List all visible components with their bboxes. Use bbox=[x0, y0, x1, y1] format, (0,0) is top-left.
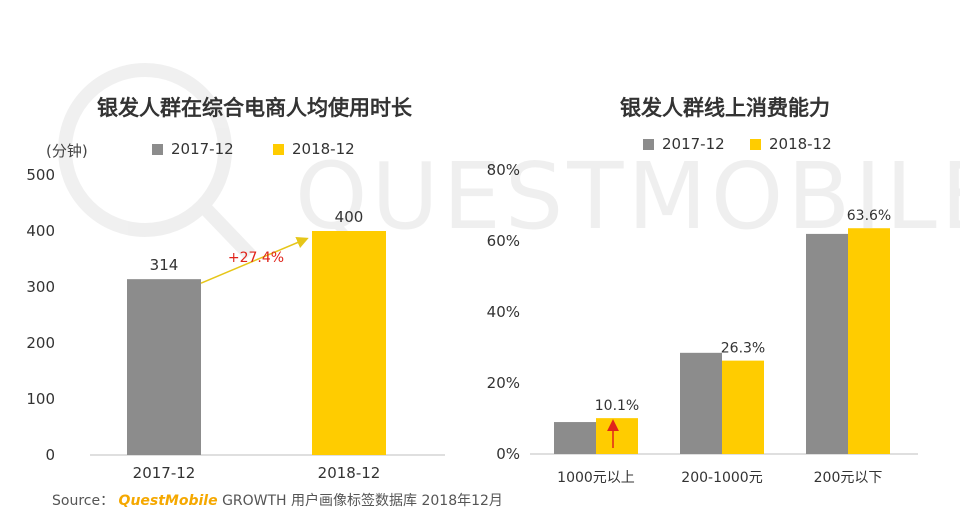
x-tick-label: 200-1000元 bbox=[681, 470, 762, 486]
right-legend-2018: 2018-12 bbox=[750, 135, 832, 153]
source-text: GROWTH 用户画像标签数据库 2018年12月 bbox=[222, 493, 503, 509]
x-tick-label: 1000元以上 bbox=[557, 470, 635, 486]
x-tick-label: 2017-12 bbox=[133, 464, 196, 482]
left-legend-2018: 2018-12 bbox=[273, 140, 355, 158]
y-tick-label: 100 bbox=[26, 390, 55, 408]
data-label: 314 bbox=[150, 256, 179, 274]
bar bbox=[312, 231, 386, 455]
legend-swatch bbox=[152, 143, 163, 155]
legend-label: 2018-12 bbox=[769, 135, 832, 153]
left-chart: 0 100 200 300 400 500 314 2017-12 400 2018-12 +27.… bbox=[26, 166, 445, 482]
source-note: Source： QuestMobile GROWTH 用户画像标签数据库 201… bbox=[52, 490, 503, 510]
left-legend-2017: 2017-12 bbox=[152, 140, 234, 158]
y-tick-label: 200 bbox=[26, 334, 55, 352]
left-y-unit: (分钟) bbox=[46, 142, 88, 160]
bar bbox=[596, 418, 638, 454]
legend-swatch bbox=[750, 138, 761, 150]
y-tick-label: 0 bbox=[45, 446, 55, 464]
left-chart-title: 银发人群在综合电商人均使用时长 bbox=[97, 96, 412, 120]
data-label: 400 bbox=[335, 208, 364, 226]
x-tick-label: 2018-12 bbox=[318, 464, 381, 482]
x-tick-label: 200元以下 bbox=[814, 470, 883, 486]
y-tick-label: 300 bbox=[26, 278, 55, 296]
bar bbox=[127, 279, 201, 455]
y-tick-label: 60% bbox=[487, 232, 520, 250]
legend-swatch bbox=[273, 143, 284, 155]
bar bbox=[680, 352, 722, 454]
right-legend-2017: 2017-12 bbox=[643, 135, 725, 153]
data-label: 63.6% bbox=[847, 208, 891, 224]
y-tick-label: 500 bbox=[26, 166, 55, 184]
source-brand: QuestMobile bbox=[118, 493, 218, 509]
y-tick-label: 400 bbox=[26, 222, 55, 240]
legend-swatch bbox=[643, 138, 654, 150]
growth-annotation: +27.4% bbox=[228, 250, 284, 266]
growth-arrow bbox=[200, 236, 309, 284]
legend-label: 2017-12 bbox=[171, 140, 234, 158]
source-prefix: Source： bbox=[52, 493, 115, 509]
y-tick-label: 20% bbox=[487, 374, 520, 392]
legend-label: 2017-12 bbox=[662, 135, 725, 153]
bar bbox=[722, 360, 764, 454]
right-chart-title: 银发人群线上消费能力 bbox=[620, 96, 830, 120]
y-tick-label: 40% bbox=[487, 303, 520, 321]
data-label: 26.3% bbox=[721, 341, 765, 357]
bar bbox=[806, 233, 848, 454]
legend-label: 2018-12 bbox=[292, 140, 355, 158]
bar bbox=[554, 422, 596, 454]
bar bbox=[848, 228, 890, 454]
data-label: 10.1% bbox=[595, 398, 639, 414]
y-tick-label: 80% bbox=[487, 161, 520, 179]
y-tick-label: 0% bbox=[496, 445, 520, 463]
right-chart: 0% 20% 40% 60% 80% 10.1% 1000元以上 26.3% 200-1000元… bbox=[487, 161, 918, 486]
